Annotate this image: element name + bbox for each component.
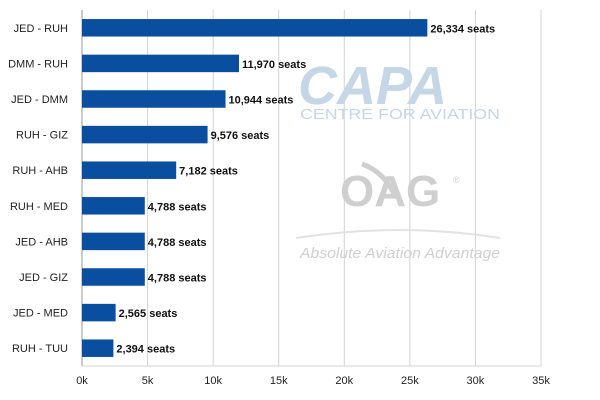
- bars: [82, 19, 428, 357]
- data-label: 9,576 seats: [211, 130, 270, 142]
- oag-logo-text: OAG: [340, 167, 440, 216]
- bar: [82, 161, 177, 179]
- bar: [82, 19, 428, 37]
- x-tick-label: 0k: [76, 375, 88, 387]
- x-tick-label: 20k: [335, 375, 353, 387]
- category-label: JED - GIZ: [19, 272, 68, 284]
- data-label: 10,944 seats: [229, 95, 294, 107]
- bar: [82, 303, 116, 322]
- data-labels: 26,334 seats 11,970 seats 10,944 seats 9,57…: [116, 23, 495, 355]
- capa-subtitle-text: CENTRE FOR AVIATION: [300, 106, 500, 123]
- x-tick-label: 5k: [142, 375, 154, 387]
- category-label: RUH - AHB: [12, 165, 68, 177]
- registered-mark-icon: ®: [453, 175, 460, 185]
- bar: [82, 232, 145, 251]
- category-label: JED - AHB: [15, 236, 68, 248]
- x-tick-label: 25k: [401, 375, 419, 387]
- capa-logo-text: CAPA: [298, 56, 447, 116]
- oag-swoosh-icon: [361, 161, 399, 200]
- bar: [82, 339, 114, 357]
- data-label: 4,788 seats: [148, 273, 207, 285]
- watermark: CAPA CENTRE FOR AVIATION OAG ® Absolute …: [295, 56, 501, 262]
- category-labels: JED - RUH DMM - RUH JED - DMM RUH - GIZ RUH …: [8, 23, 68, 355]
- oag-arc-icon: [295, 229, 501, 239]
- data-label: 2,565 seats: [119, 308, 178, 320]
- category-label: JED - RUH: [14, 23, 68, 35]
- bar: [82, 125, 208, 144]
- category-label: DMM - RUH: [8, 58, 68, 70]
- x-tick-labels: 0k 5k 10k 15k 20k 25k 30k 35k: [76, 375, 550, 387]
- oag-tagline-text: Absolute Aviation Advantage: [299, 245, 500, 262]
- data-label: 7,182 seats: [179, 166, 238, 178]
- category-label: JED - DMM: [11, 94, 68, 106]
- data-label: 26,334 seats: [430, 23, 495, 35]
- data-label: 4,788 seats: [148, 237, 207, 249]
- bar: [82, 197, 145, 215]
- x-tick-label: 10k: [204, 375, 222, 387]
- data-label: 11,970 seats: [242, 59, 306, 71]
- category-label: JED - MED: [13, 308, 68, 320]
- x-tick-label: 35k: [532, 375, 550, 387]
- category-label: RUH - TUU: [12, 343, 68, 355]
- bar: [82, 54, 239, 73]
- x-tick-label: 30k: [467, 375, 485, 387]
- data-label: 2,394 seats: [116, 344, 175, 356]
- x-tick-label: 15k: [270, 375, 288, 387]
- category-label: RUH - GIZ: [16, 130, 68, 142]
- bar: [82, 268, 145, 286]
- data-label: 4,788 seats: [148, 201, 207, 213]
- bar: [82, 90, 226, 108]
- category-label: RUH - MED: [10, 201, 68, 213]
